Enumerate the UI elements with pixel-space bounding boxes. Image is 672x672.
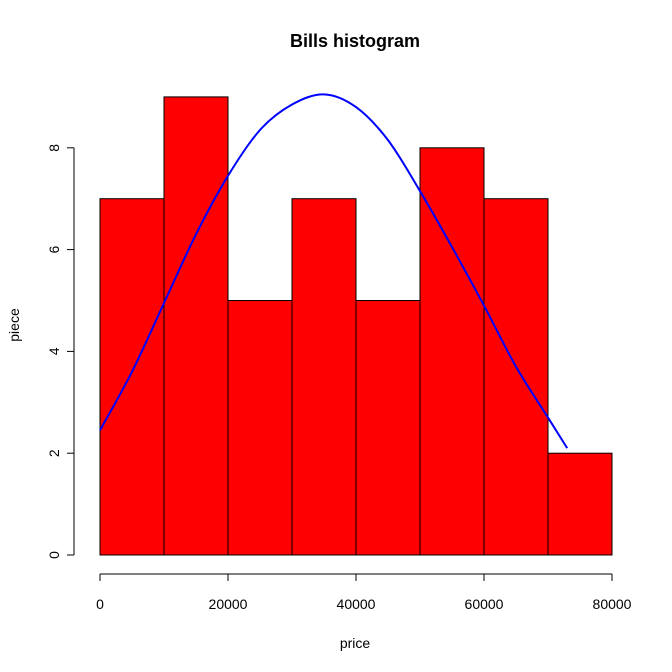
x-axis: 0 20000 40000 60000 80000 [96, 573, 632, 612]
x-tick-label: 0 [96, 596, 104, 612]
x-tick-label: 40000 [337, 596, 376, 612]
x-axis-label: price [340, 635, 371, 651]
histogram-bar [291, 198, 357, 556]
histogram-bar [163, 96, 229, 556]
histogram-bar [547, 452, 613, 556]
y-tick-label: 8 [46, 144, 62, 152]
y-tick-label: 4 [46, 347, 62, 355]
y-tick-label: 2 [46, 449, 62, 457]
x-tick-label: 20000 [209, 596, 248, 612]
density-curve [99, 93, 569, 449]
histogram-bar [227, 300, 293, 556]
bars-group [99, 96, 613, 556]
y-axis-label: piece [6, 308, 22, 342]
x-tick-label: 60000 [465, 596, 504, 612]
x-tick-label: 80000 [593, 596, 632, 612]
chart-title: Bills histogram [290, 31, 420, 51]
y-tick-label: 0 [46, 551, 62, 559]
y-tick-label: 6 [46, 245, 62, 253]
histogram-bar [419, 147, 485, 556]
y-axis: 0 2 4 6 8 [46, 144, 75, 559]
histogram-bar [99, 198, 165, 556]
histogram-bar [355, 300, 421, 556]
histogram-bar [483, 198, 549, 556]
